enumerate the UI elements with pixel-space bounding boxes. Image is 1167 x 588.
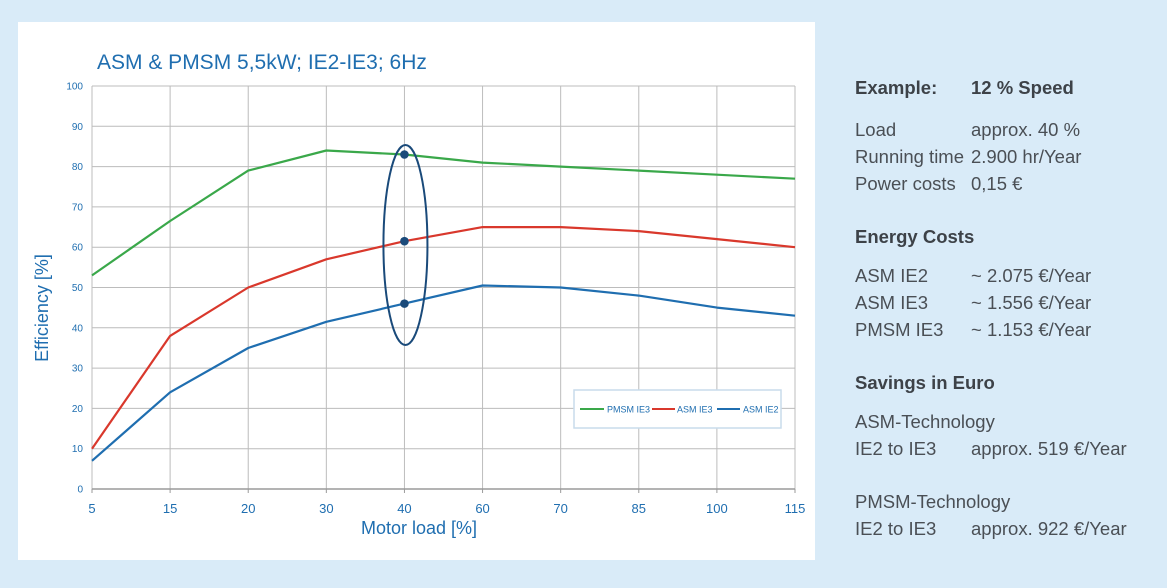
highlight-point bbox=[400, 299, 409, 308]
cost-row-pmsm-ie3: PMSM IE3 ~ 1.153 €/Year bbox=[855, 316, 1155, 343]
x-tick-label: 115 bbox=[785, 501, 806, 516]
y-tick-label: 90 bbox=[72, 122, 84, 133]
x-tick-label: 40 bbox=[397, 501, 411, 516]
example-value: 12 % Speed bbox=[971, 77, 1074, 98]
info-row-load: Load approx. 40 % bbox=[855, 116, 1155, 143]
cost-value: ~ 1.556 €/Year bbox=[971, 292, 1092, 313]
info-label: Load bbox=[855, 119, 897, 140]
info-row-running-time: Running time 2.900 hr/Year bbox=[855, 143, 1155, 170]
example-label: Example: bbox=[855, 77, 938, 98]
example-row: Example: 12 % Speed bbox=[855, 74, 1155, 101]
cost-value: ~ 2.075 €/Year bbox=[971, 265, 1092, 286]
savings-label: IE2 to IE3 bbox=[855, 518, 937, 539]
savings-label: IE2 to IE3 bbox=[855, 438, 937, 459]
savings-value: approx. 922 €/Year bbox=[971, 518, 1127, 539]
y-tick-label: 20 bbox=[72, 404, 84, 415]
x-tick-label: 30 bbox=[319, 501, 333, 516]
energy-costs-title: Energy Costs bbox=[855, 226, 975, 247]
highlight-group bbox=[382, 144, 429, 346]
x-tick-label: 15 bbox=[163, 501, 177, 516]
highlight-ellipse bbox=[382, 144, 429, 346]
legend-label: ASM IE3 bbox=[677, 405, 713, 415]
cost-value: ~ 1.153 €/Year bbox=[971, 319, 1092, 340]
y-tick-label: 50 bbox=[72, 283, 84, 294]
x-tick-label: 100 bbox=[706, 501, 728, 516]
cost-label: PMSM IE3 bbox=[855, 319, 944, 340]
legend: PMSM IE3 ASM IE3 ASM IE2 bbox=[573, 389, 782, 429]
y-tick-label: 100 bbox=[66, 82, 83, 93]
info-value: approx. 40 % bbox=[971, 119, 1081, 140]
highlight-point bbox=[400, 236, 409, 246]
info-panel: Example: 12 % Speed Load approx. 40 % Ru… bbox=[855, 74, 1155, 542]
series-line-pmsm-ie3 bbox=[91, 149, 796, 277]
legend-label: ASM IE2 bbox=[743, 405, 779, 415]
savings-row-pmsm: IE2 to IE3 approx. 922 €/Year bbox=[855, 515, 1155, 542]
cost-label: ASM IE2 bbox=[855, 265, 928, 286]
x-tick-label: 5 bbox=[88, 501, 95, 516]
info-row-power-costs: Power costs 0,15 € bbox=[855, 170, 1155, 197]
axes: 0 10 20 30 40 50 60 70 80 90 100 5 15 20 30 40 60 70 85 100… bbox=[66, 82, 805, 517]
chart-panel: ASM & PMSM 5,5kW; IE2-IE3; 6Hz 0 10 20 30 40… bbox=[18, 22, 815, 560]
x-tick-label: 20 bbox=[241, 501, 255, 516]
y-tick-label: 80 bbox=[72, 162, 84, 173]
y-tick-label: 30 bbox=[72, 364, 84, 375]
y-tick-label: 60 bbox=[72, 243, 84, 254]
pmsm-technology-label: PMSM-Technology bbox=[855, 491, 1011, 512]
savings-value: approx. 519 €/Year bbox=[971, 438, 1127, 459]
cost-row-asm-ie2: ASM IE2 ~ 2.075 €/Year bbox=[855, 262, 1155, 289]
savings-row-asm: IE2 to IE3 approx. 519 €/Year bbox=[855, 435, 1155, 462]
x-axis-label: Motor load [%] bbox=[361, 518, 477, 538]
cost-row-asm-ie3: ASM IE3 ~ 1.556 €/Year bbox=[855, 289, 1155, 316]
series-line-asm-ie3 bbox=[91, 226, 796, 450]
x-tick-label: 60 bbox=[475, 501, 489, 516]
series-lines bbox=[91, 149, 796, 462]
y-tick-label: 0 bbox=[77, 485, 83, 496]
cost-label: ASM IE3 bbox=[855, 292, 928, 313]
savings-title: Savings in Euro bbox=[855, 372, 995, 393]
info-value: 2.900 hr/Year bbox=[971, 146, 1082, 167]
chart-title: ASM & PMSM 5,5kW; IE2-IE3; 6Hz bbox=[97, 51, 427, 74]
info-label: Running time bbox=[855, 146, 965, 167]
legend-label: PMSM IE3 bbox=[607, 405, 650, 415]
efficiency-chart: ASM & PMSM 5,5kW; IE2-IE3; 6Hz 0 10 20 30 40… bbox=[32, 51, 805, 538]
highlight-point bbox=[400, 150, 409, 159]
y-tick-label: 10 bbox=[72, 444, 84, 455]
x-tick-label: 85 bbox=[632, 501, 646, 516]
x-tick-label: 70 bbox=[553, 501, 567, 516]
y-tick-label: 40 bbox=[72, 323, 84, 334]
series-line-asm-ie2 bbox=[91, 284, 796, 462]
legend-box bbox=[573, 389, 782, 429]
y-axis-label: Efficiency [%] bbox=[32, 254, 52, 362]
info-label: Power costs bbox=[855, 173, 956, 194]
y-tick-label: 70 bbox=[72, 202, 84, 213]
info-value: 0,15 € bbox=[971, 173, 1023, 194]
asm-technology-label: ASM-Technology bbox=[855, 411, 995, 432]
